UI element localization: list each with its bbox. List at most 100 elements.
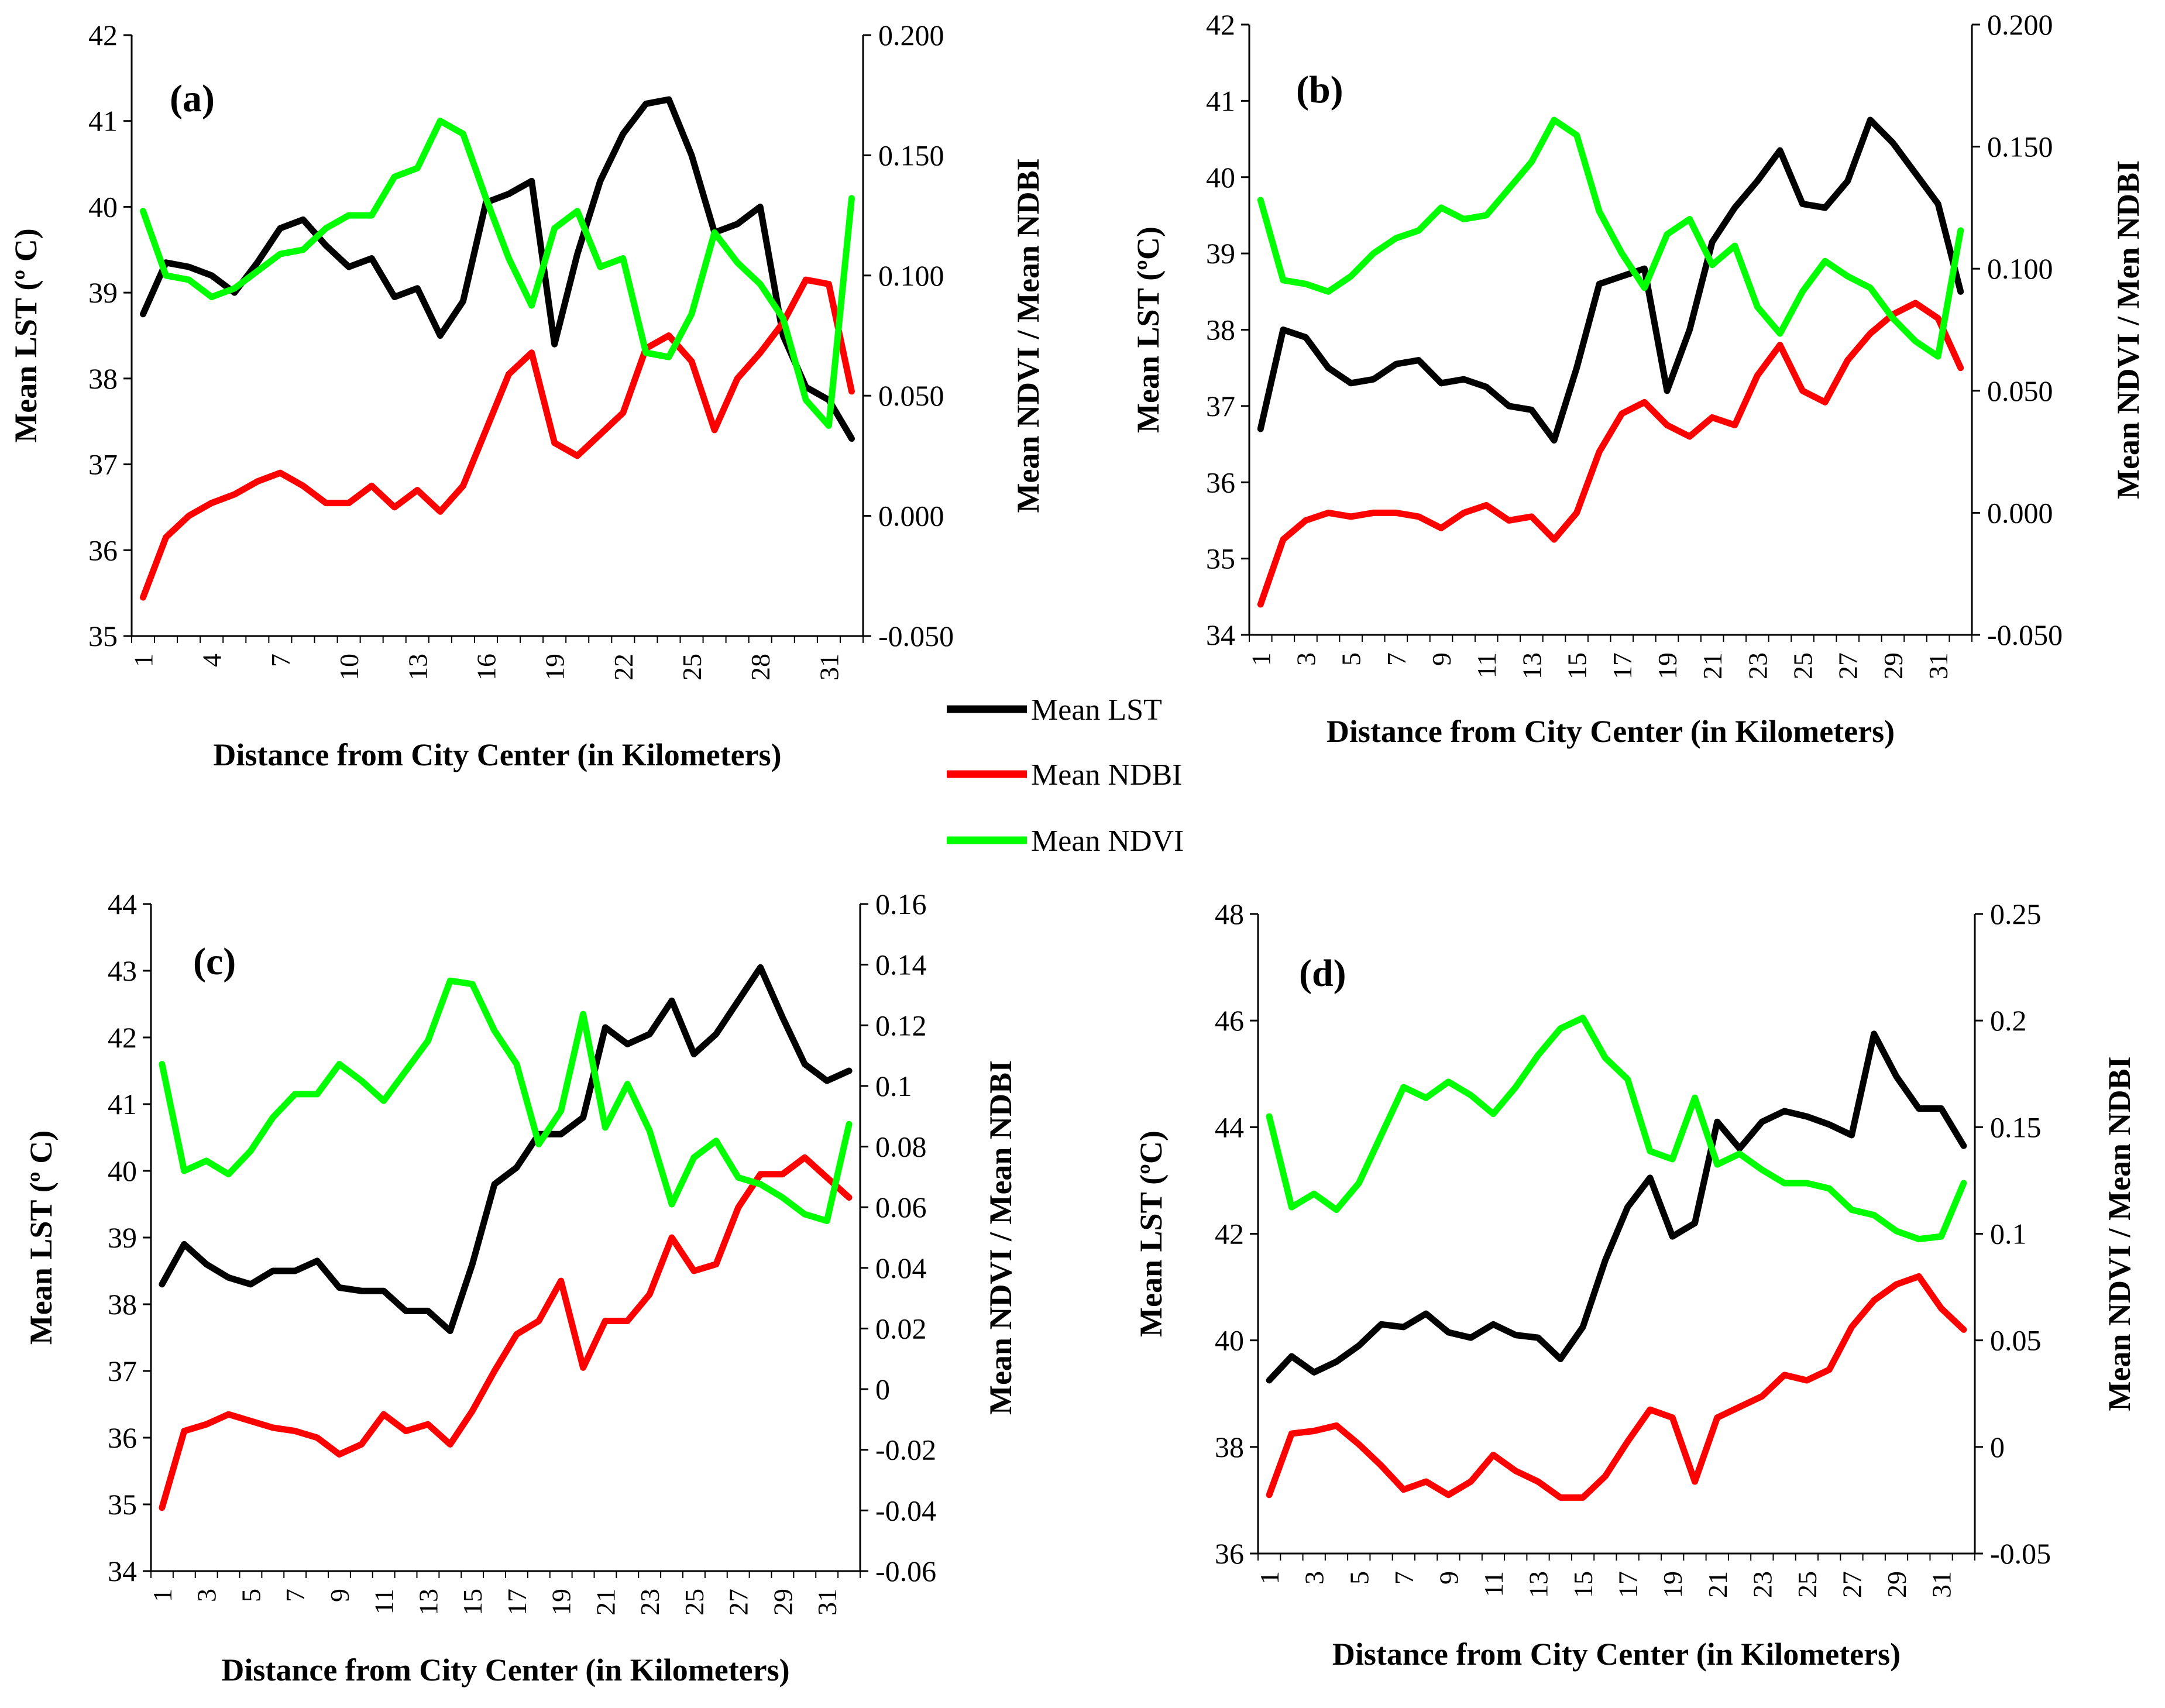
tick-label-right: 0.150 <box>1987 130 2053 163</box>
tick-label-left: 43 <box>108 954 137 987</box>
tick-label-x: 31 <box>814 654 844 681</box>
tick-label-right: 0.1 <box>875 1070 912 1102</box>
y-axis-title-right: Mean NDVI / Men NDBI <box>2111 160 2146 499</box>
tick-label-x: 13 <box>413 1589 443 1616</box>
tick-label-left: 38 <box>1206 314 1235 346</box>
tick-label-x: 29 <box>1882 1571 1912 1598</box>
tick-label-x: 13 <box>1524 1571 1554 1598</box>
tick-label-right: -0.050 <box>878 620 954 652</box>
tick-label-left: 36 <box>1215 1537 1244 1570</box>
tick-label-left: 48 <box>1215 898 1244 930</box>
x-axis-title: Distance from City Center (in Kilometers… <box>213 737 781 772</box>
series-line-ndvi <box>140 118 855 429</box>
tick-label-left: 44 <box>1215 1111 1244 1143</box>
tick-label-left: 42 <box>1206 8 1235 41</box>
tick-label-right: -0.05 <box>1990 1537 2051 1570</box>
tick-label-x: 23 <box>635 1589 665 1616</box>
tick-label-right: 0 <box>1990 1431 2005 1463</box>
tick-label-left: 35 <box>108 1488 137 1521</box>
tick-label-x: 27 <box>1837 1571 1867 1598</box>
tick-label-x: 19 <box>1658 1571 1688 1598</box>
chart-panel-1: 343536373839404142-0.0500.0000.0500.1000… <box>1130 8 2146 749</box>
tick-label-x: 13 <box>403 654 432 681</box>
tick-label-left: 37 <box>1206 390 1235 422</box>
tick-label-left: 40 <box>88 190 118 223</box>
tick-label-right: -0.06 <box>875 1555 936 1587</box>
tick-label-right: 0.08 <box>875 1130 927 1163</box>
tick-label-left: 40 <box>1215 1324 1244 1357</box>
tick-label-left: 38 <box>88 362 118 395</box>
tick-label-right: 0.05 <box>1990 1324 2042 1357</box>
series-line-ndvi <box>159 977 853 1224</box>
tick-label-right: 0.14 <box>875 948 927 981</box>
tick-label-x: 23 <box>1747 1571 1777 1598</box>
tick-label-x: 3 <box>1300 1571 1329 1585</box>
tick-label-x: 1 <box>1255 1571 1284 1585</box>
tick-label-right: 0.050 <box>878 379 944 412</box>
tick-label-right: 0.06 <box>875 1191 927 1224</box>
series-line-ndbi <box>1266 1273 1967 1501</box>
tick-label-x: 7 <box>280 1589 310 1602</box>
tick-label-x: 3 <box>192 1589 222 1602</box>
series-line-lst <box>140 96 855 442</box>
tick-label-x: 10 <box>334 654 364 681</box>
tick-label-x: 21 <box>1703 1571 1733 1598</box>
tick-label-left: 42 <box>88 19 118 51</box>
tick-label-left: 39 <box>108 1221 137 1254</box>
tick-label-x: 5 <box>1344 1571 1374 1585</box>
tick-label-x: 31 <box>812 1589 842 1616</box>
tick-label-right: 0.02 <box>875 1312 927 1345</box>
tick-label-x: 17 <box>1607 652 1637 679</box>
chart-panel-0: 3536373839404142-0.0500.0000.0500.1000.1… <box>8 19 1046 772</box>
x-axis-title: Distance from City Center (in Kilometers… <box>1327 714 1895 749</box>
tick-label-left: 41 <box>108 1088 137 1121</box>
tick-label-right: 0.2 <box>1990 1004 2027 1037</box>
tick-label-x: 1 <box>129 654 159 667</box>
tick-label-x: 4 <box>197 654 227 667</box>
series-line-lst <box>1257 116 1964 444</box>
tick-label-right: 0.1 <box>1990 1218 2027 1250</box>
tick-label-right: 0.200 <box>1987 8 2053 41</box>
tick-label-x: 19 <box>547 1589 576 1616</box>
tick-label-x: 21 <box>590 1589 620 1616</box>
tick-label-x: 1 <box>147 1589 177 1602</box>
tick-label-x: 22 <box>609 654 638 681</box>
tick-label-x: 11 <box>1472 652 1501 678</box>
tick-label-x: 17 <box>502 1589 532 1616</box>
tick-label-x: 3 <box>1291 652 1321 666</box>
tick-label-left: 34 <box>108 1555 137 1587</box>
tick-label-right: -0.04 <box>875 1494 936 1527</box>
panel-label: (d) <box>1299 952 1346 995</box>
tick-label-x: 29 <box>1878 652 1908 679</box>
y-axis-title-right: Mean NDVI / Mean NDBI <box>2102 1057 2137 1411</box>
legend: Mean LST Mean NDBI Mean NDVI <box>947 693 1184 858</box>
y-axis-title-left: Mean LST (º C) <box>8 228 43 442</box>
tick-label-x: 7 <box>1382 652 1411 666</box>
legend-label-lst: Mean LST <box>1031 693 1162 727</box>
tick-label-x: 15 <box>1562 652 1592 679</box>
tick-label-left: 38 <box>1215 1431 1244 1463</box>
tick-label-left: 42 <box>1215 1218 1244 1250</box>
tick-label-right: 0.16 <box>875 888 927 920</box>
legend-label-ndbi: Mean NDBI <box>1031 758 1183 792</box>
tick-label-right: 0.050 <box>1987 374 2053 407</box>
tick-label-left: 39 <box>1206 237 1235 270</box>
tick-label-x: 15 <box>1568 1571 1598 1598</box>
tick-label-right: 0.04 <box>875 1252 927 1284</box>
y-axis-title-right: Mean NDVI / Mean NDBI <box>1011 159 1046 513</box>
tick-label-left: 46 <box>1215 1004 1244 1037</box>
tick-label-left: 34 <box>1206 618 1235 651</box>
tick-label-left: 41 <box>1206 84 1235 117</box>
tick-label-left: 36 <box>88 534 118 566</box>
tick-label-left: 37 <box>108 1355 137 1387</box>
tick-label-right: 0.12 <box>875 1009 927 1042</box>
tick-label-x: 23 <box>1743 652 1772 679</box>
tick-label-left: 42 <box>108 1021 137 1054</box>
tick-label-x: 9 <box>325 1589 355 1602</box>
y-axis-title-left: Mean LST (ºC) <box>1130 226 1166 433</box>
tick-label-left: 38 <box>108 1288 137 1321</box>
tick-label-right: 0.100 <box>878 259 944 292</box>
series-line-lst <box>159 964 853 1335</box>
tick-label-left: 35 <box>88 620 118 652</box>
